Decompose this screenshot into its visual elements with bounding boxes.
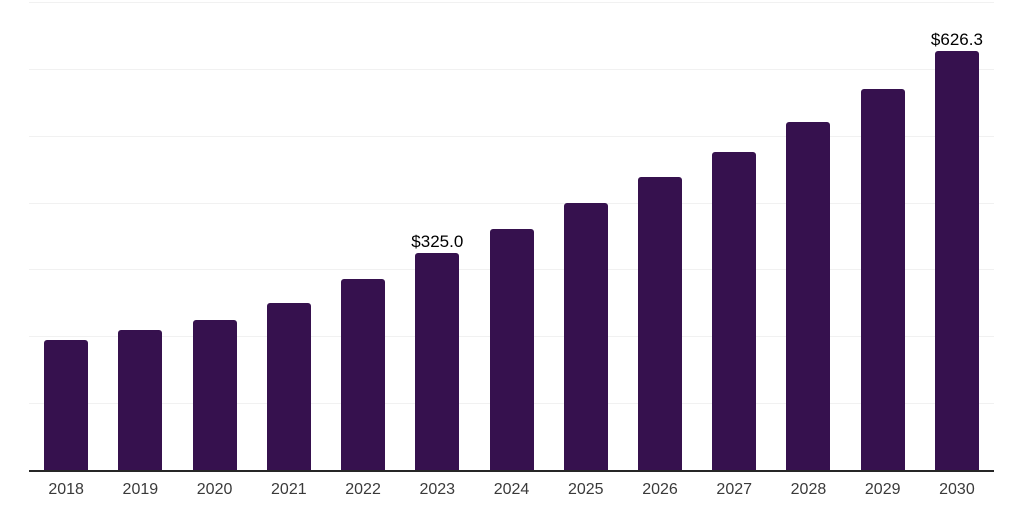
x-tick-label: 2026 <box>642 481 678 498</box>
bar <box>489 228 534 470</box>
bar-cell: $626.3 <box>920 2 994 470</box>
x-tick-label: 2019 <box>122 481 159 498</box>
bar <box>415 252 460 470</box>
bar-cell <box>103 2 177 470</box>
x-tick-label: 2025 <box>567 481 604 498</box>
gridline <box>29 202 994 204</box>
gridline <box>29 68 994 70</box>
bar-cell <box>326 2 400 470</box>
bar-cell <box>549 2 623 470</box>
x-tick-label: 2024 <box>493 481 530 498</box>
bar-cell <box>771 2 845 470</box>
x-tick-label: 2023 <box>419 481 456 498</box>
bar <box>934 51 979 470</box>
x-tick-label: 2022 <box>345 481 381 498</box>
bar <box>118 330 163 470</box>
bar <box>341 278 386 470</box>
x-axis-labels: 2018 2019 2020 2021 2022 2023 2024 2025 2026 2027… <box>29 480 994 500</box>
x-tick-label: 2030 <box>939 481 975 498</box>
bar <box>860 88 905 470</box>
x-tick-label: 2029 <box>864 481 901 498</box>
bar-cell <box>177 2 251 470</box>
bar-cell <box>697 2 771 470</box>
bar-cell <box>623 2 697 470</box>
plot-area: $325.0 $626.3 <box>29 2 994 472</box>
bar-cell: $325.0 <box>400 2 474 470</box>
bar-cell <box>474 2 548 470</box>
bar-cell <box>29 2 103 470</box>
bar-value-label: $325.0 <box>411 231 464 251</box>
bar <box>637 177 682 470</box>
gridline <box>29 135 994 137</box>
gridline <box>29 2 994 3</box>
bar <box>266 302 311 470</box>
x-tick-label: 2027 <box>716 481 753 498</box>
bar <box>712 152 757 470</box>
x-tick-label: 2018 <box>48 481 84 498</box>
bar <box>44 339 89 470</box>
bar <box>786 122 831 470</box>
bar-value-label: $626.3 <box>930 30 983 50</box>
bar <box>192 320 237 470</box>
x-tick-label: 2028 <box>790 481 827 498</box>
bar-cell <box>252 2 326 470</box>
bar <box>563 202 608 470</box>
x-tick-label: 2020 <box>196 481 233 498</box>
x-tick-label: 2021 <box>271 481 307 498</box>
bar-cell <box>846 2 920 470</box>
bars: $325.0 $626.3 <box>29 2 994 470</box>
